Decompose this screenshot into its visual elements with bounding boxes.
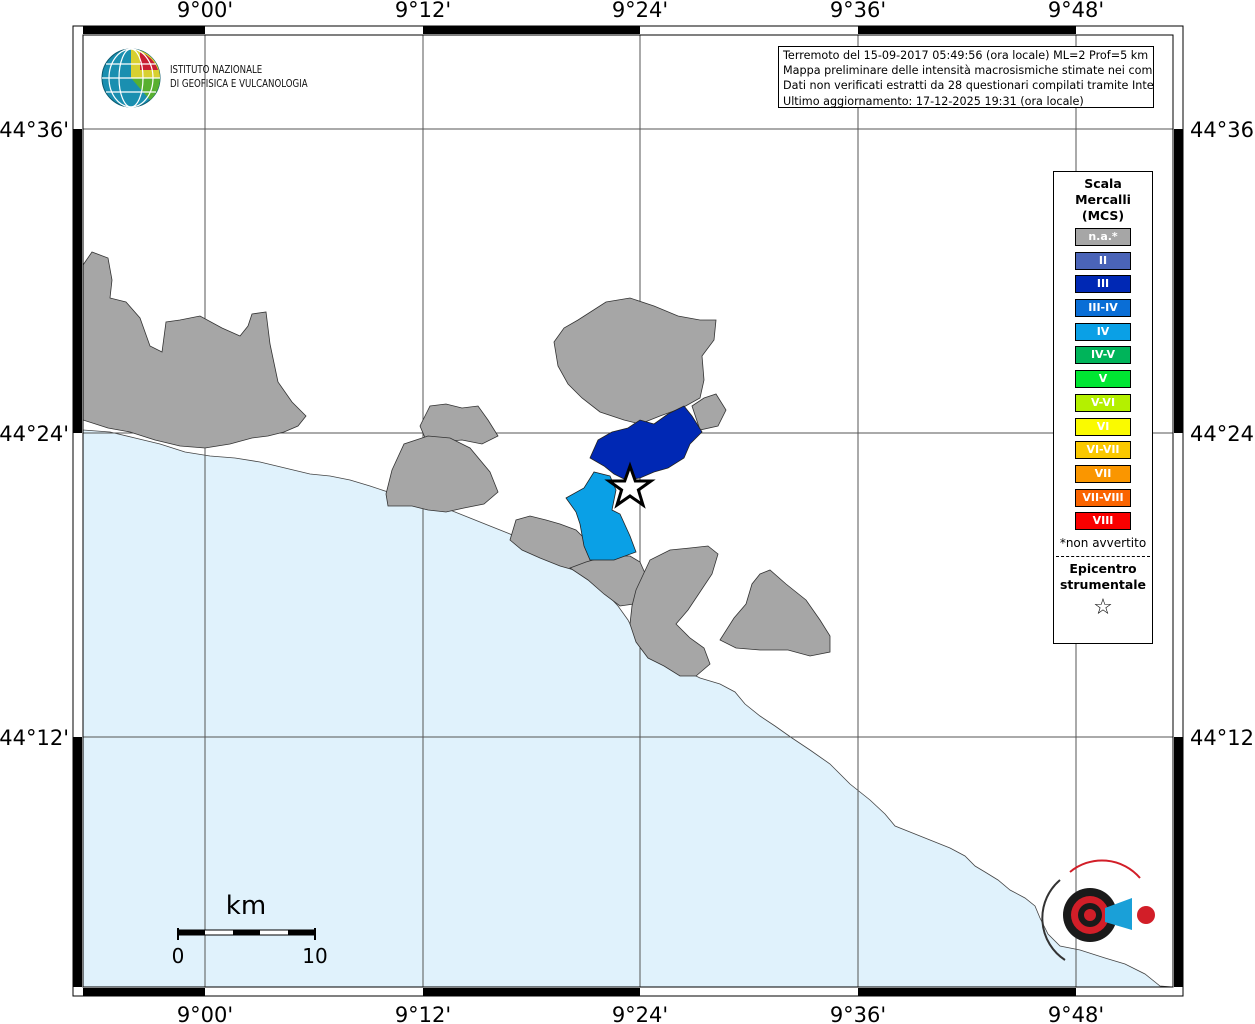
lat-label-right: 44°36' — [1190, 118, 1255, 142]
municipality-coastal-west — [82, 251, 307, 449]
municipality-intensity-III — [589, 405, 703, 481]
event-info-line: Dati non verificati estratti da 28 quest… — [783, 79, 1154, 93]
ingv-org-line: DI GEOFISICA E VULCANOLOGIA — [170, 78, 308, 90]
lon-label-top: 9°12' — [395, 0, 451, 22]
municipality-east-b — [719, 569, 831, 657]
legend-swatch: IV-V — [1075, 346, 1131, 365]
lon-label-top: 9°24' — [612, 0, 668, 22]
map-frame-ticks — [73, 26, 1183, 996]
legend-star-icon: ☆ — [1093, 594, 1113, 620]
scale-bar: km 0 10 — [172, 891, 328, 968]
longitude-labels-top: 9°00' 9°12' 9°24' 9°36' 9°48' — [177, 0, 1104, 22]
legend-title-line: (MCS) — [1081, 208, 1125, 223]
latitude-labels-left: 44°36' 44°24' 44°12' — [0, 118, 69, 750]
lon-label-bottom: 9°00' — [177, 1003, 233, 1024]
legend-title-line: Scala — [1084, 176, 1122, 191]
legend-swatch: VII — [1075, 464, 1131, 483]
municipality-east-a — [629, 545, 719, 677]
lon-label-top: 9°48' — [1048, 0, 1104, 22]
lon-label-bottom: 9°36' — [830, 1003, 886, 1024]
legend-title-line: Mercalli — [1075, 192, 1131, 207]
legend-epicenter-label: Epicentro strumentale — [1054, 561, 1152, 593]
lat-label-left: 44°24' — [0, 422, 69, 446]
legend-swatch: VI — [1075, 417, 1131, 436]
legend-swatch: II — [1075, 251, 1131, 270]
legend-swatch: VI-VII — [1075, 441, 1131, 460]
lon-label-bottom: 9°24' — [612, 1003, 668, 1024]
legend-swatch: n.a.* — [1075, 228, 1131, 246]
legend-swatch: III — [1075, 275, 1131, 294]
ingv-org-line: ISTITUTO NAZIONALE — [170, 64, 263, 76]
haisentito-logo-icon — [1041, 859, 1155, 961]
lon-label-bottom: 9°12' — [395, 1003, 451, 1024]
lat-label-left: 44°36' — [0, 118, 69, 142]
ingv-logo-icon — [101, 48, 161, 108]
lat-label-right: 44°24' — [1190, 422, 1255, 446]
longitude-labels-bottom: 9°00' 9°12' 9°24' 9°36' 9°48' — [177, 1003, 1104, 1024]
lat-label-left: 44°12' — [0, 726, 69, 750]
lon-label-top: 9°00' — [177, 0, 233, 22]
event-info-line: Ultimo aggiornamento: 17-12-2025 19:31 (… — [783, 94, 1084, 108]
legend-items: n.a.* II III III-IV IV IV-V V V-VI VI VI-VII VII VI… — [1054, 228, 1152, 531]
legend-swatch: VII-VIII — [1075, 488, 1131, 507]
event-info-line: Terremoto del 15-09-2017 05:49:56 (ora l… — [783, 49, 1149, 62]
legend-swatch: V-VI — [1075, 393, 1131, 412]
event-info-box: Terremoto del 15-09-2017 05:49:56 (ora l… — [778, 46, 1154, 108]
event-info-line: Mappa preliminare delle intensità macros… — [783, 64, 1154, 78]
legend-divider — [1056, 555, 1150, 557]
lon-label-top: 9°36' — [830, 0, 886, 22]
municipalities-not-felt — [82, 251, 831, 677]
epicenter-star-icon — [604, 461, 656, 509]
legend-swatch: III-IV — [1075, 299, 1131, 318]
municipality-north — [553, 297, 717, 425]
legend-epicenter-line: strumentale — [1059, 576, 1147, 592]
legend-swatch: IV — [1075, 322, 1131, 341]
legend-epicenter-line: Epicentro — [1069, 560, 1137, 576]
municipality-intensity-IV — [565, 471, 637, 561]
sea-area — [82, 429, 1174, 988]
legend-swatch: VIII — [1075, 512, 1131, 531]
scale-min: 0 — [172, 944, 185, 968]
intensity-legend: Scala Mercalli (MCS) n.a.* II III III-IV IV I… — [1053, 171, 1153, 644]
scale-unit: km — [226, 891, 266, 921]
scale-max: 10 — [302, 944, 327, 968]
legend-title: Scala Mercalli (MCS) — [1054, 176, 1152, 224]
municipality-inland-b — [385, 435, 499, 513]
ingv-org-name: ISTITUTO NAZIONALE DI GEOFISICA E VULCAN… — [170, 63, 308, 91]
legend-swatch: V — [1075, 370, 1131, 389]
latitude-labels-right: 44°36' 44°24' 44°12' — [1190, 118, 1255, 750]
legend-note: *non avvertito — [1059, 535, 1147, 550]
lon-label-bottom: 9°48' — [1048, 1003, 1104, 1024]
lat-label-right: 44°12' — [1190, 726, 1255, 750]
